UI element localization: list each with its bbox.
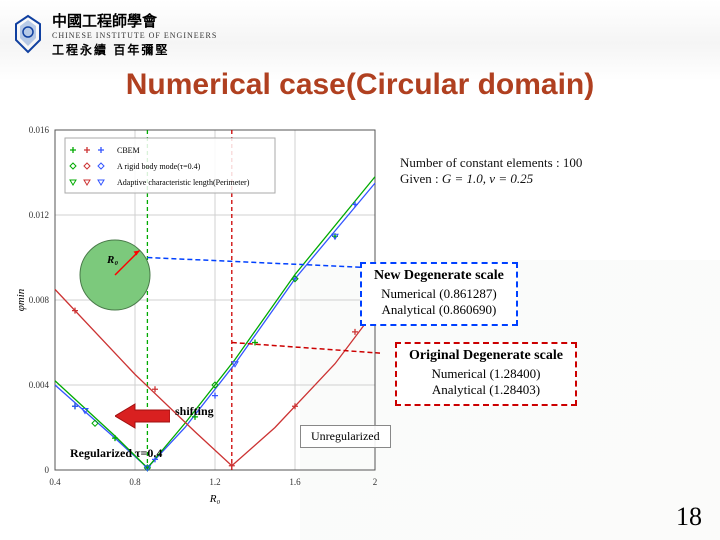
- org-name: 中國工程師學會: [52, 10, 217, 31]
- org-motto: 工程永續 百年彌堅: [52, 41, 217, 58]
- svg-text:0.4: 0.4: [49, 477, 61, 487]
- svg-text:φmin: φmin: [15, 288, 27, 311]
- shifting-label: shifting: [175, 404, 214, 419]
- svg-text:2: 2: [373, 477, 378, 487]
- svg-text:Adaptive characteristic length: Adaptive characteristic length(Perimeter…: [117, 178, 250, 187]
- svg-text:R₀: R₀: [106, 254, 118, 266]
- orig-scale-title: Original Degenerate scale: [409, 348, 563, 364]
- info-given: Given : G = 1.0, ν = 0.25: [400, 171, 582, 187]
- svg-text:0.012: 0.012: [29, 210, 49, 220]
- new-scale-analytical: Analytical (0.860690): [374, 302, 504, 318]
- svg-text:0.008: 0.008: [29, 295, 50, 305]
- orig-scale-analytical: Analytical (1.28403): [409, 382, 563, 398]
- info-box: Number of constant elements : 100 Given …: [400, 155, 582, 187]
- new-scale-numerical: Numerical (0.861287): [374, 286, 504, 302]
- new-degenerate-box: New Degenerate scale Numerical (0.861287…: [360, 262, 518, 326]
- shift-arrow-icon: [115, 402, 170, 430]
- unregularized-label: Unregularized: [300, 425, 391, 448]
- header: 中國工程師學會 CHINESE INSTITUTE OF ENGINEERS 工…: [12, 10, 217, 58]
- regularized-label: Regularized τ=0.4: [70, 446, 162, 461]
- orig-scale-numerical: Numerical (1.28400): [409, 366, 563, 382]
- svg-text:1.2: 1.2: [209, 477, 220, 487]
- svg-text:R₀: R₀: [209, 493, 221, 505]
- svg-text:0.016: 0.016: [29, 125, 50, 135]
- svg-text:0.004: 0.004: [29, 380, 50, 390]
- page-number: 18: [676, 502, 702, 532]
- svg-text:CBEM: CBEM: [117, 146, 140, 155]
- svg-text:0: 0: [45, 465, 50, 475]
- svg-text:A rigid body mode(τ=0.4): A rigid body mode(τ=0.4): [117, 162, 201, 171]
- info-elements: Number of constant elements : 100: [400, 155, 582, 171]
- org-sub: CHINESE INSTITUTE OF ENGINEERS: [52, 31, 217, 40]
- svg-text:1.6: 1.6: [289, 477, 301, 487]
- main-chart: 0.4 0.8 1.2 1.6 2 0 0.004 0.008 0.012 0.016 R₀ φmin…: [10, 120, 390, 520]
- orig-degenerate-box: Original Degenerate scale Numerical (1.2…: [395, 342, 577, 406]
- org-logo: [12, 14, 44, 54]
- svg-text:0.8: 0.8: [129, 477, 141, 487]
- slide-title: Numerical case(Circular domain): [0, 68, 720, 102]
- new-scale-title: New Degenerate scale: [374, 268, 504, 284]
